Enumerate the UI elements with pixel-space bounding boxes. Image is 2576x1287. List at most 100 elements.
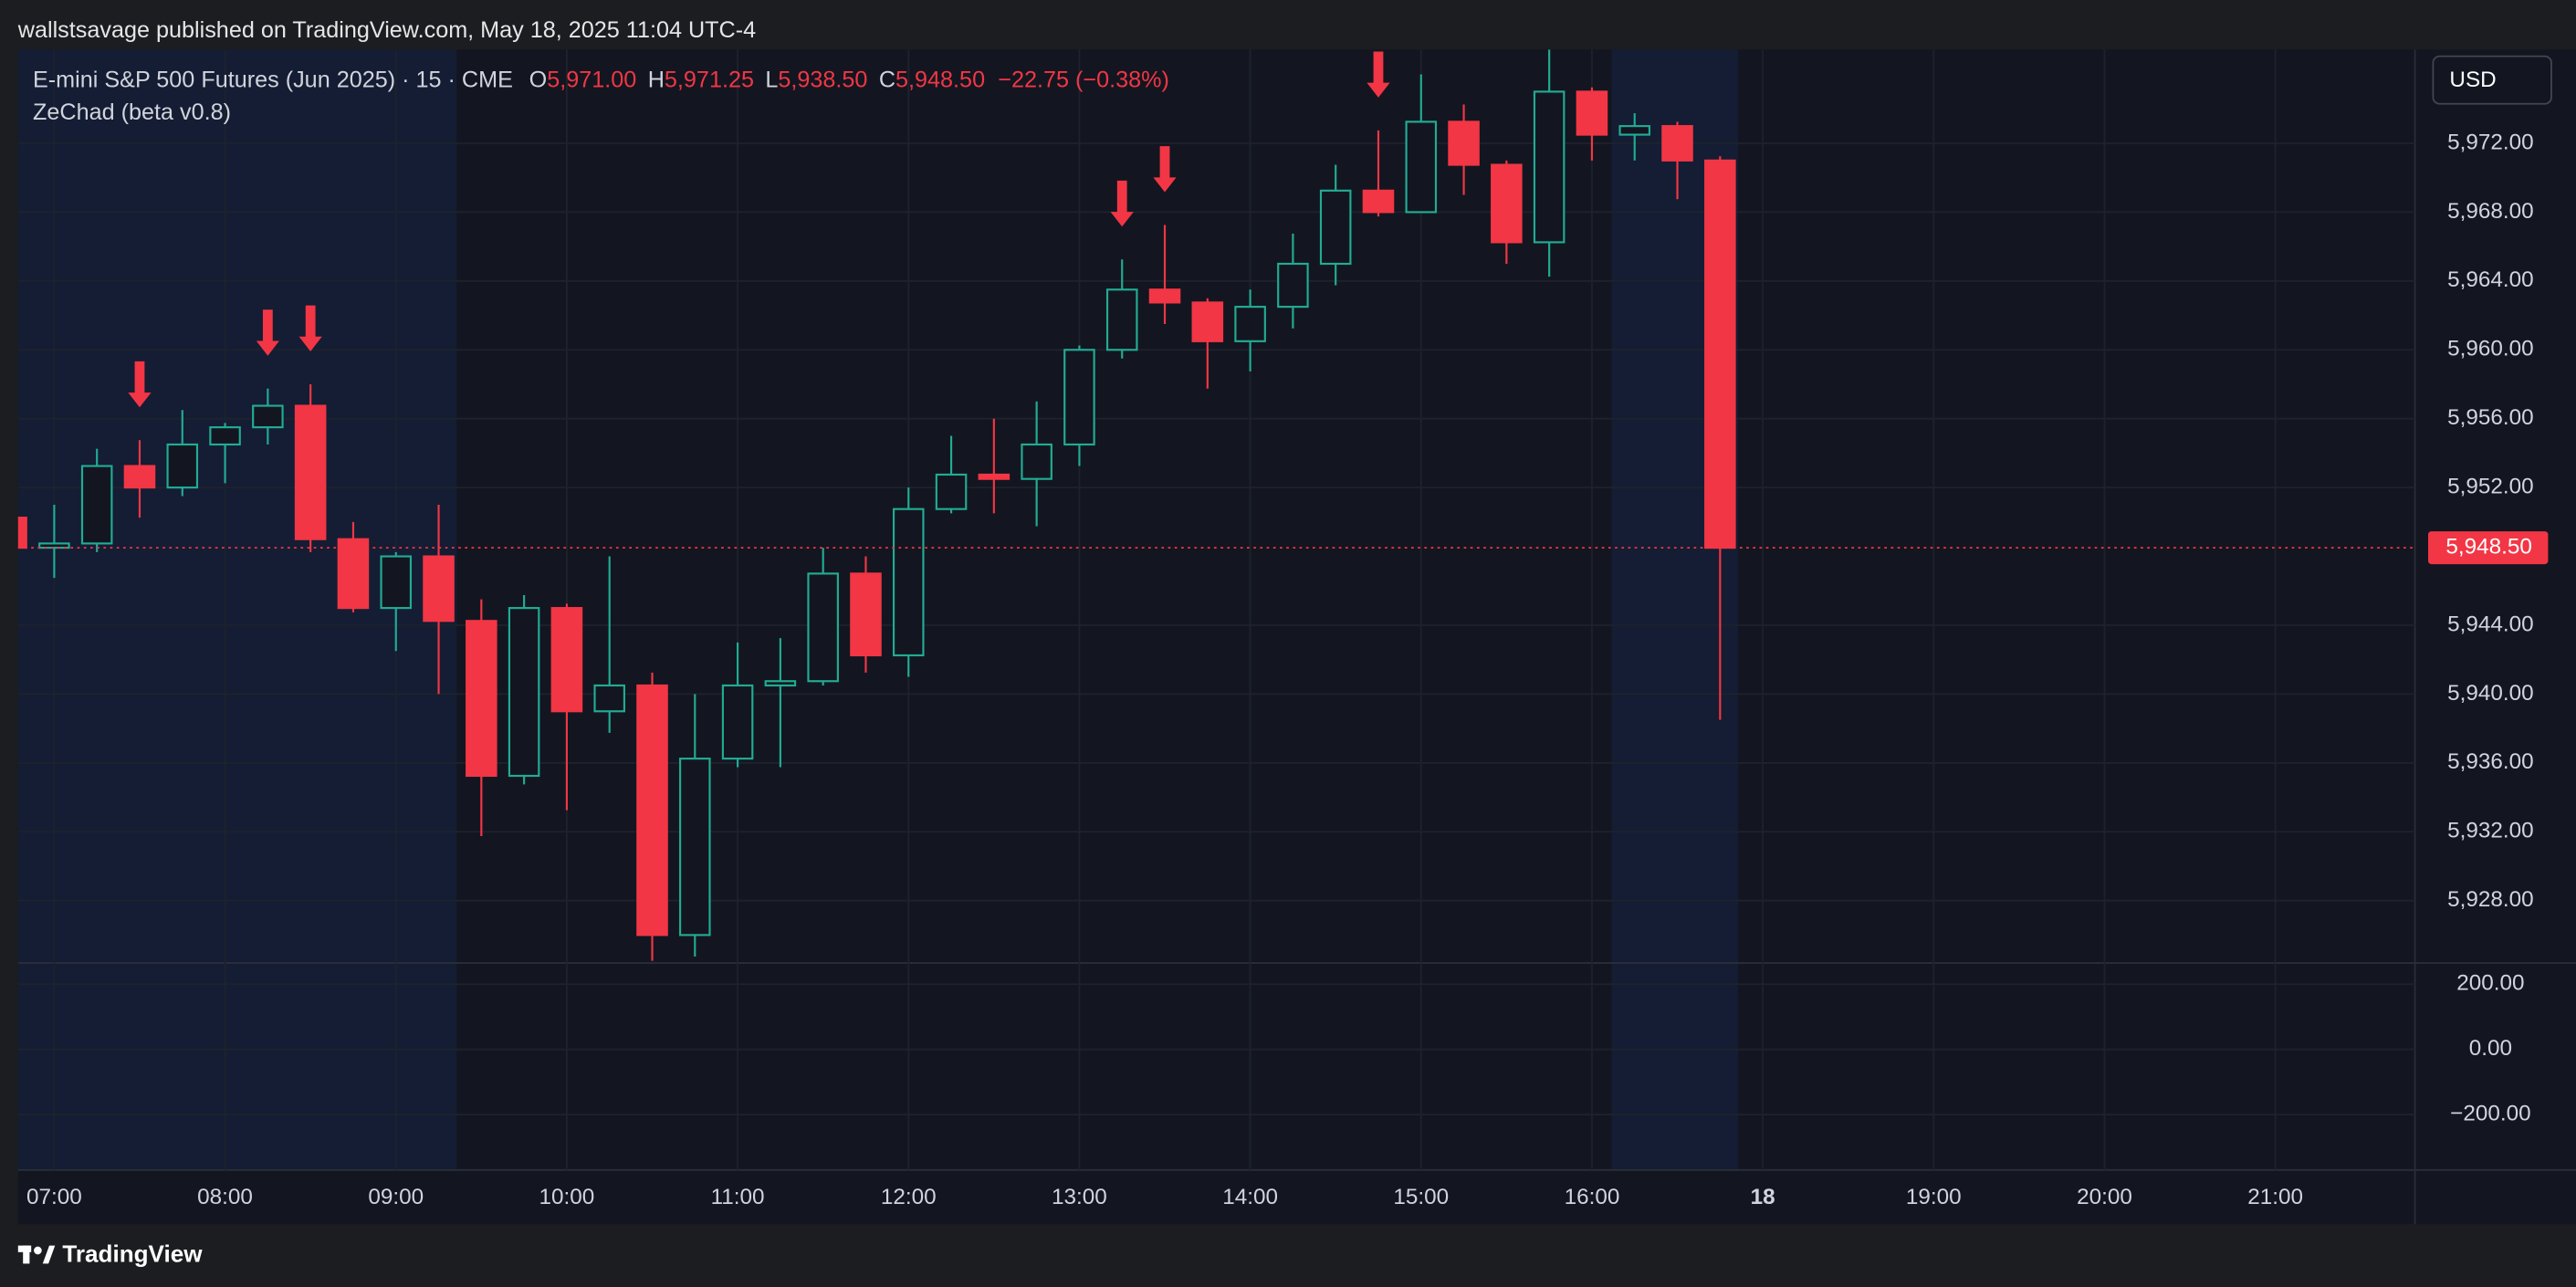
x-tick-label: 19:00 [1906,1185,1962,1209]
candle-body [423,555,455,623]
y-tick-label: 5,968.00 [2447,199,2534,224]
candle-body [807,572,839,683]
last-price-tag [2428,531,2549,565]
x-tick-label: 13:00 [1052,1185,1107,1209]
candle-body [1105,288,1138,351]
sell-signal [128,361,152,408]
candle-body [1491,163,1523,244]
sell-signal [256,309,279,356]
session-shade [17,49,457,1170]
brand-logo [17,1245,56,1264]
candle-body [1448,120,1480,166]
candle-body [294,404,327,540]
axes: 07:00 08:00 09:00 10:00 11:00 12:00 13:00 14:00… [26,130,2549,1209]
x-tick-label: 07:00 [26,1185,82,1209]
candle-body [166,443,199,489]
x-tick-label: 09:00 [368,1185,424,1209]
y-tick-label: 5,960.00 [2447,337,2534,361]
candle-body [252,404,284,429]
candle-body [1576,90,1608,136]
plot [17,49,2415,961]
candle-body [508,607,540,778]
candle-body [337,538,370,610]
sell-signal [1367,51,1390,98]
indicator-tick-label: 0.00 [2469,1036,2512,1061]
candle-body [209,426,241,446]
y-tick-label: 5,944.00 [2447,612,2534,636]
x-tick-label: 11:00 [711,1185,765,1209]
sell-signal [298,305,322,351]
candle-body [38,542,70,549]
x-tick-label: 10:00 [539,1185,595,1209]
ohlc-value: 5,938.50 [778,67,867,92]
indicator-title: ZeChad (beta v0.8) [33,99,231,125]
y-tick-label: 5,972.00 [2447,130,2534,154]
candle-body [935,473,968,510]
ohlc-key: H [648,67,665,92]
y-tick-label: 5,932.00 [2447,819,2534,843]
candle-body [123,465,156,489]
candle-body [850,572,882,657]
candle-body [1234,306,1266,342]
last-price-label: 5,948.50 [2445,535,2532,560]
candle-body [80,465,113,545]
currency-label[interactable]: USD [2449,68,2496,92]
x-tick-label: 14:00 [1222,1185,1278,1209]
candle-body [721,684,754,760]
candle-body [466,620,497,778]
change: −22.75 (−0.38%) [998,67,1169,92]
symbol-legend: E-mini S&P 500 Futures (Jun 2025) · 15 ·… [33,67,1169,92]
candle-body [1021,443,1052,480]
candle-body [1148,288,1181,304]
ohlc-value: 5,971.25 [665,67,754,92]
y-tick-label: 5,936.00 [2447,749,2534,774]
candle-body [1704,159,1736,549]
ohlc-value: 5,971.00 [547,67,636,92]
attribution: wallstsavage published on TradingView.co… [17,17,756,43]
y-tick-label: 5,964.00 [2447,267,2534,292]
candle-body [892,507,925,657]
x-tick-label: 18 [1751,1185,1775,1209]
candle-body [1405,120,1438,214]
sell-signal [1153,146,1177,193]
y-tick-label: 5,952.00 [2447,475,2534,499]
candle-body [1277,262,1309,309]
x-tick-label: 16:00 [1565,1185,1620,1209]
candle-body [1319,189,1352,266]
currency-button[interactable] [2432,55,2552,105]
candle-body [593,684,625,713]
x-tick-label: 08:00 [197,1185,253,1209]
symbol-title: E-mini S&P 500 Futures (Jun 2025) · 15 ·… [33,67,513,92]
indicator-tick-label: 200.00 [2456,971,2524,996]
ohlc-value: 5,948.50 [895,67,985,92]
candle-body [1661,125,1693,162]
candle-body [679,758,711,936]
y-tick-label: 5,956.00 [2447,405,2534,430]
y-tick-label: 5,928.00 [2447,887,2534,912]
x-tick-label: 21:00 [2247,1185,2303,1209]
ohlc-key: L [765,67,778,92]
candle-body [1362,189,1395,214]
ohlc-key: O [529,67,548,92]
candle-body [1191,301,1224,342]
x-tick-label: 20:00 [2077,1185,2132,1209]
x-tick-label: 12:00 [881,1185,937,1209]
candle-body [636,684,668,936]
candle-body [1618,125,1651,136]
y-tick-label: 5,940.00 [2447,681,2534,706]
candle-body [550,607,583,713]
candle-body [978,473,1011,480]
candle-body [17,517,27,549]
candle-body [1063,349,1095,446]
grid [17,49,2415,1170]
candle-body [380,555,413,610]
indicator-tick-label: −200.00 [2450,1102,2530,1126]
brand: TradingView [62,1240,203,1267]
candle-body [1533,90,1565,244]
x-tick-label: 15:00 [1393,1185,1449,1209]
ohlc-key: C [879,67,895,92]
sell-signal [1110,180,1134,227]
candle-body [764,680,797,687]
